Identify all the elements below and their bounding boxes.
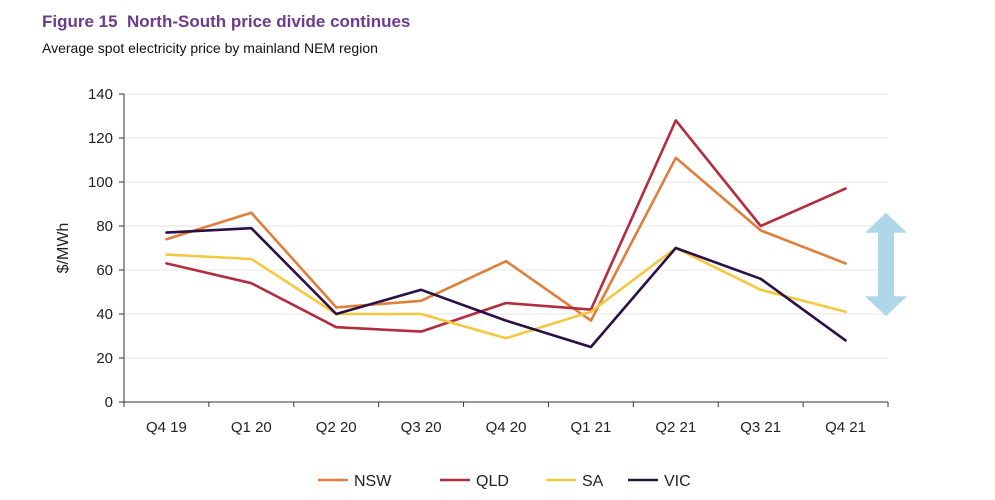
y-tick-label: 80	[96, 218, 113, 235]
range-arrow	[865, 212, 907, 317]
x-tick-label: Q3 21	[740, 419, 781, 436]
series-line-sa	[165, 246, 847, 340]
y-tick-label: 60	[96, 262, 113, 279]
gridlines	[124, 93, 888, 359]
double-arrow-icon	[865, 212, 907, 317]
x-tick-label: Q2 21	[655, 419, 696, 436]
legend-label-qld: QLD	[476, 473, 509, 490]
y-tick-label: 20	[96, 350, 113, 367]
y-tick-label: 0	[105, 394, 113, 411]
figure-subtitle: Average spot electricity price by mainla…	[42, 40, 378, 56]
axes	[123, 94, 888, 403]
y-tick-label: 40	[96, 306, 113, 323]
x-tick-labels: Q4 19 Q1 20 Q2 20 Q3 20 Q4 20 Q1 21 Q2 21 Q3 21…	[123, 402, 889, 436]
x-tick-label: Q1 20	[231, 419, 272, 436]
series-lines	[165, 119, 847, 349]
series-line-qld	[165, 119, 847, 333]
legend-label-nsw: NSW	[354, 473, 392, 490]
x-tick-label: Q3 20	[401, 419, 442, 436]
x-tick-label: Q4 20	[486, 419, 527, 436]
legend-label-vic: VIC	[664, 473, 691, 490]
x-tick-label: Q4 19	[146, 419, 187, 436]
series-line-nsw	[165, 156, 847, 322]
y-axis-title: $/MWh	[55, 223, 72, 274]
legend: NSW QLD SA VIC	[318, 473, 691, 490]
y-tick-labels: 0 20 40 60 80 100 120 140	[88, 86, 124, 411]
y-tick-label: 120	[88, 130, 113, 147]
x-tick-label: Q1 21	[570, 419, 611, 436]
figure-title: Figure 15 North-South price divide conti…	[42, 12, 411, 31]
y-tick-label: 140	[88, 86, 113, 103]
series-line-vic	[165, 226, 847, 349]
x-tick-label: Q4 21	[825, 419, 866, 436]
legend-label-sa: SA	[582, 473, 604, 490]
x-tick-label: Q2 20	[316, 419, 357, 436]
y-tick-label: 100	[88, 174, 113, 191]
